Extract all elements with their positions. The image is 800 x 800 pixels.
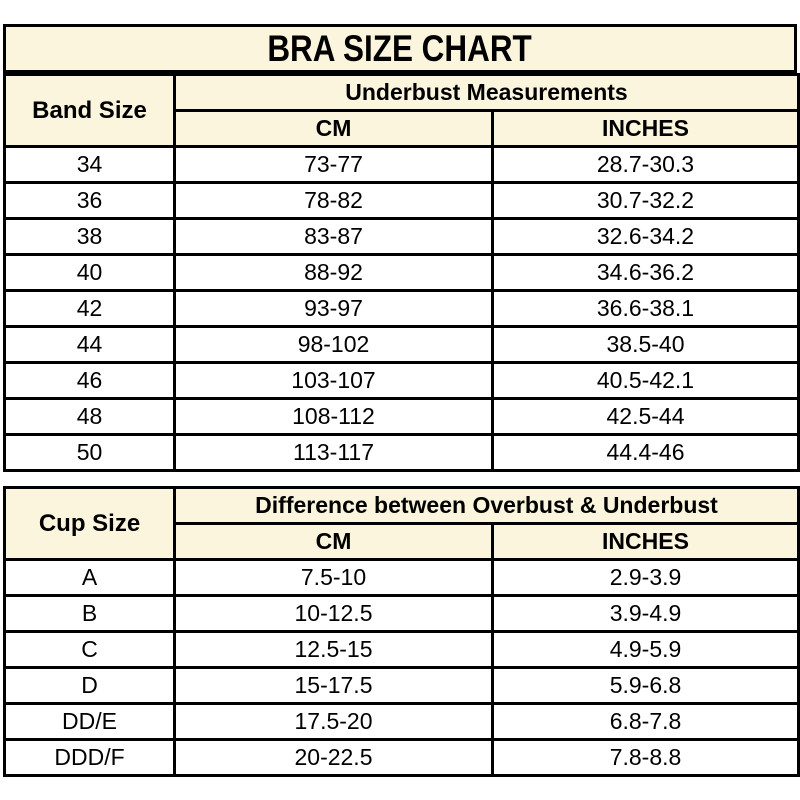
table-cell: 38 (3, 217, 176, 256)
cup-inches-header: INCHES (491, 522, 800, 561)
band-size-header: Band Size (3, 73, 176, 148)
table-cell: 93-97 (173, 289, 494, 328)
table-row: C 12.5-15 4.9-5.9 (3, 630, 800, 669)
table-cell: 50 (3, 433, 176, 472)
band-size-table: Band Size Underbust Measurements CM INCH… (3, 73, 800, 472)
band-table-group-header-row: Band Size Underbust Measurements (3, 73, 800, 148)
table-cell: D (3, 666, 176, 705)
table-cell: 34 (3, 145, 176, 184)
chart-title: BRA SIZE CHART (267, 28, 533, 69)
cup-size-table: Cup Size Difference between Overbust & U… (3, 486, 800, 777)
table-cell: 88-92 (173, 253, 494, 292)
table-cell: 44 (3, 325, 176, 364)
table-row: 42 93-97 36.6-38.1 (3, 289, 800, 328)
band-inches-header: INCHES (491, 109, 800, 148)
table-cell: 32.6-34.2 (491, 217, 800, 256)
table-cell: 30.7-32.2 (491, 181, 800, 220)
band-cm-header: CM (173, 109, 494, 148)
cup-cm-header: CM (173, 522, 494, 561)
table-row: 38 83-87 32.6-34.2 (3, 217, 800, 256)
table-cell: 42 (3, 289, 176, 328)
table-cell: 108-112 (173, 397, 494, 436)
table-cell: 42.5-44 (491, 397, 800, 436)
table-cell: B (3, 594, 176, 633)
table-row: 50 113-117 44.4-46 (3, 433, 800, 472)
table-row: 46 103-107 40.5-42.1 (3, 361, 800, 400)
table-cell: 4.9-5.9 (491, 630, 800, 669)
table-cell: A (3, 558, 176, 597)
table-cell: 98-102 (173, 325, 494, 364)
cup-table-sub-header-row: CM INCHES (5, 522, 800, 561)
table-row: B 10-12.5 3.9-4.9 (3, 594, 800, 633)
table-cell: 48 (3, 397, 176, 436)
table-cell: 38.5-40 (491, 325, 800, 364)
table-cell: 83-87 (173, 217, 494, 256)
difference-overbust-underbust-header: Difference between Overbust & Underbust (173, 486, 800, 525)
table-cell: 7.5-10 (173, 558, 494, 597)
cup-size-header: Cup Size (3, 486, 176, 561)
table-cell: DD/E (3, 702, 176, 741)
table-row: DD/E 17.5-20 6.8-7.8 (3, 702, 800, 741)
table-row: 34 73-77 28.7-30.3 (3, 145, 800, 184)
table-cell: 40.5-42.1 (491, 361, 800, 400)
table-row: 48 108-112 42.5-44 (3, 397, 800, 436)
table-cell: 40 (3, 253, 176, 292)
table-cell: 10-12.5 (173, 594, 494, 633)
band-table-sub-header-row: CM INCHES (5, 109, 800, 148)
cup-table-group-header-row: Cup Size Difference between Overbust & U… (3, 486, 800, 561)
table-cell: 6.8-7.8 (491, 702, 800, 741)
chart-title-box: BRA SIZE CHART (3, 24, 797, 73)
table-cell: 5.9-6.8 (491, 666, 800, 705)
cup-table-body: A 7.5-10 2.9-3.9 B 10-12.5 3.9-4.9 C 12.5-15 4.9… (3, 558, 800, 777)
table-cell: 113-117 (173, 433, 494, 472)
table-cell: 36 (3, 181, 176, 220)
table-cell: 7.8-8.8 (491, 738, 800, 777)
table-cell: 73-77 (173, 145, 494, 184)
table-row: 36 78-82 30.7-32.2 (3, 181, 800, 220)
table-row: DDD/F 20-22.5 7.8-8.8 (3, 738, 800, 777)
table-row: D 15-17.5 5.9-6.8 (3, 666, 800, 705)
table-row: 40 88-92 34.6-36.2 (3, 253, 800, 292)
table-cell: 46 (3, 361, 176, 400)
table-row: A 7.5-10 2.9-3.9 (3, 558, 800, 597)
table-cell: 3.9-4.9 (491, 594, 800, 633)
band-table-body: 34 73-77 28.7-30.3 36 78-82 30.7-32.2 38 83-87 3… (3, 145, 800, 472)
table-cell: 78-82 (173, 181, 494, 220)
table-cell: 103-107 (173, 361, 494, 400)
underbust-measurements-header: Underbust Measurements (173, 73, 800, 112)
table-cell: 12.5-15 (173, 630, 494, 669)
table-cell: DDD/F (3, 738, 176, 777)
table-cell: 17.5-20 (173, 702, 494, 741)
table-cell: 20-22.5 (173, 738, 494, 777)
table-cell: 36.6-38.1 (491, 289, 800, 328)
table-cell: 2.9-3.9 (491, 558, 800, 597)
table-cell: 15-17.5 (173, 666, 494, 705)
table-cell: 28.7-30.3 (491, 145, 800, 184)
table-cell: 34.6-36.2 (491, 253, 800, 292)
table-cell: C (3, 630, 176, 669)
table-cell: 44.4-46 (491, 433, 800, 472)
table-row: 44 98-102 38.5-40 (3, 325, 800, 364)
